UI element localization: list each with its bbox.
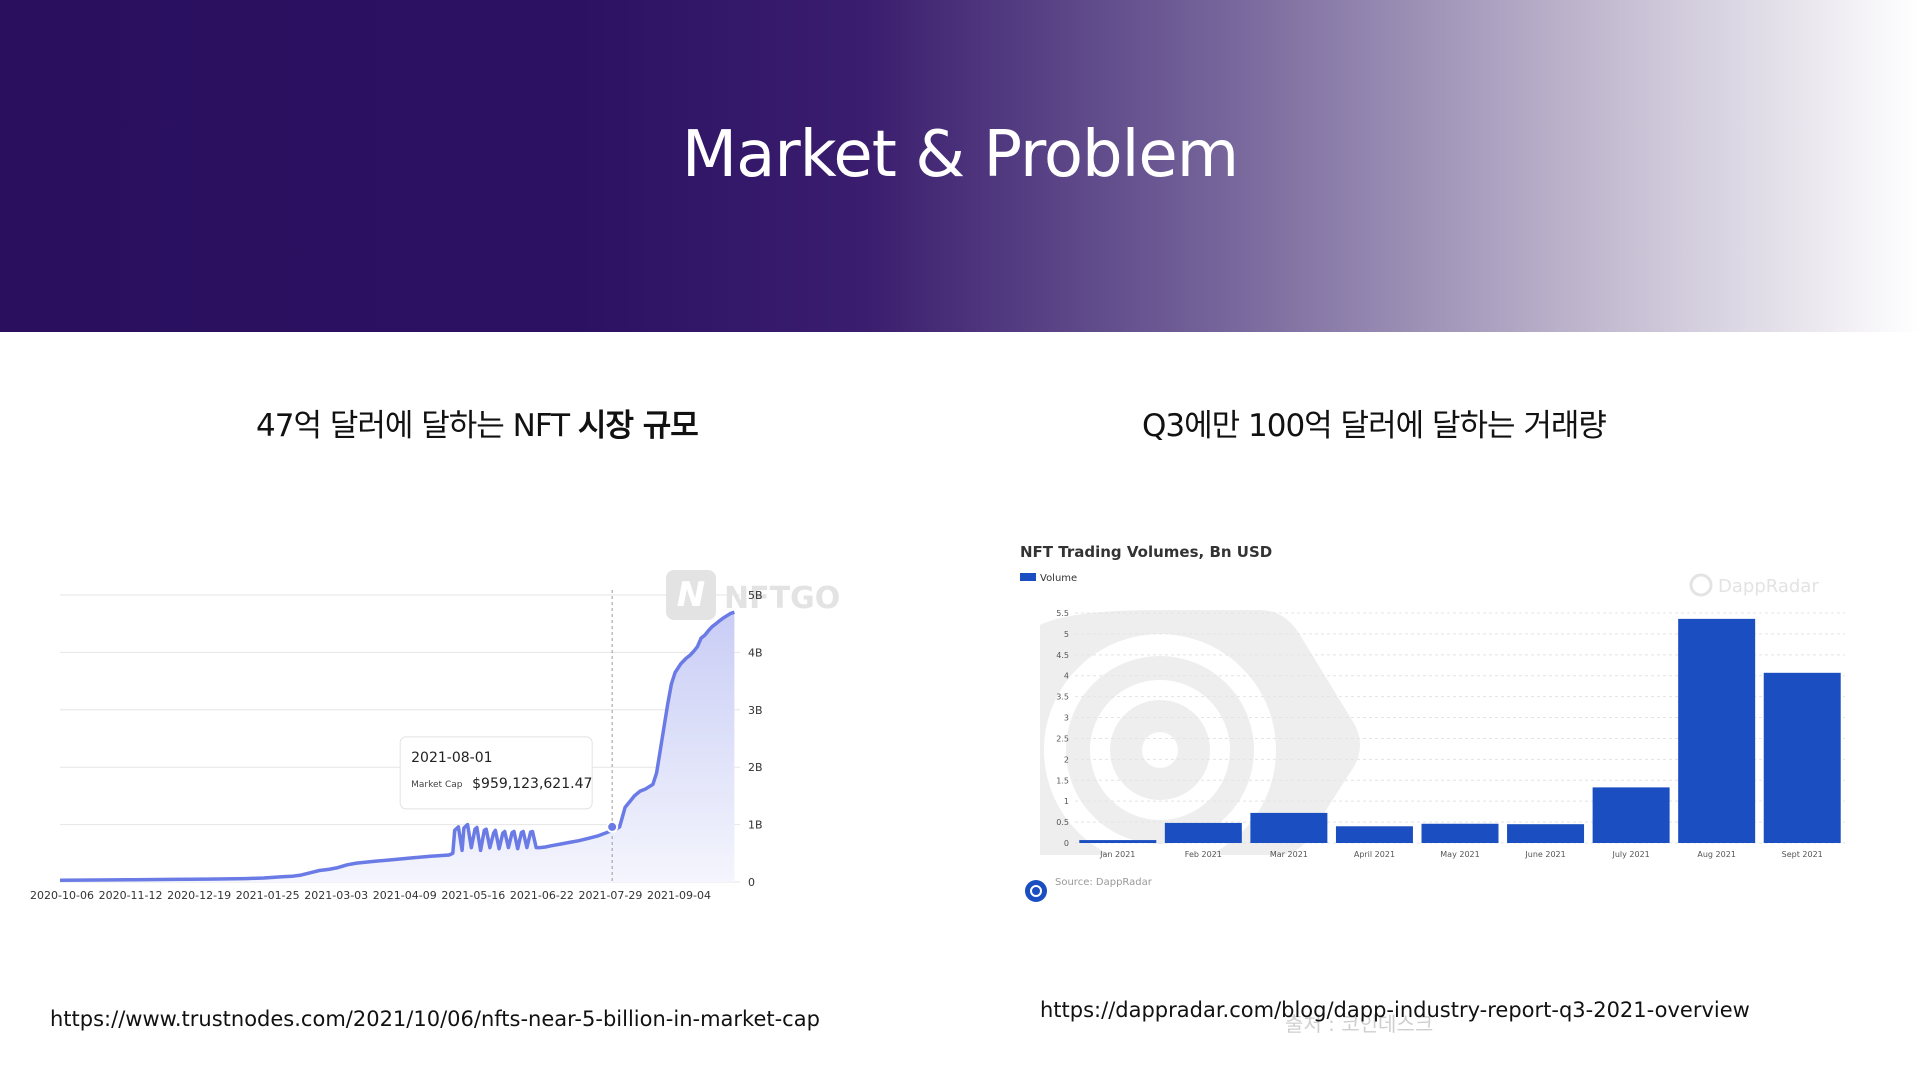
left-subtitle: 47억 달러에 달하는 NFT 시장 규모 [256, 400, 699, 445]
market-cap-chart: N NFTGO 2021-08-01 Market Cap $959,123,6… [30, 570, 840, 902]
y-tick-label: 4 [1064, 672, 1069, 681]
y-tick-label: 5 [1064, 630, 1069, 639]
y-tick-label: 3 [1064, 714, 1069, 723]
right-source-url: https://dappradar.com/blog/dapp-industry… [1040, 998, 1750, 1022]
left-subtitle-plain: 47억 달러에 달하는 NFT [256, 408, 578, 444]
nftgo-logo-glyph: N [677, 575, 705, 615]
bar [1250, 812, 1328, 843]
y-axis-ticks: 0 0.5 1 1.5 2 2.5 3 3.5 4 4.5 5 5.5 [1056, 609, 1069, 848]
x-tick-label: Jan 2021 [1099, 850, 1135, 859]
x-tick-label: Sept 2021 [1782, 850, 1823, 859]
market-cap-area [60, 612, 735, 882]
y-tick-label: 1.5 [1056, 776, 1069, 785]
left-subtitle-bold: 시장 규모 [577, 408, 699, 444]
y-tick-label: 4.5 [1056, 651, 1069, 660]
x-tick-label: Feb 2021 [1185, 850, 1222, 859]
bar [1421, 823, 1499, 843]
x-tick-label: 2021-04-09 [373, 889, 437, 902]
x-tick-label: 2020-10-06 [30, 889, 94, 902]
nftgo-watermark: N NFTGO [666, 570, 840, 620]
y-tick-label: 0 [748, 876, 755, 889]
header-banner: Market & Problem [0, 0, 1920, 332]
y-tick-label: 2.5 [1056, 734, 1069, 743]
x-tick-label: 2021-01-25 [236, 889, 300, 902]
bar [1507, 824, 1585, 843]
y-tick-label: 2 [1064, 755, 1069, 764]
source-badge: Source: DappRadar [1025, 877, 1153, 902]
x-tick-label: 2021-03-03 [304, 889, 368, 902]
bar [1079, 840, 1157, 843]
dappradar-watermark-text: DappRadar [1718, 576, 1819, 597]
legend-label: Volume [1040, 573, 1077, 584]
bar [1763, 672, 1841, 843]
y-tick-label: 0.5 [1056, 818, 1069, 827]
nftgo-watermark-text: NFTGO [724, 581, 840, 616]
trading-volume-chart: NFT Trading Volumes, Bn USD Volume DappR… [1020, 543, 1845, 902]
bar [1678, 618, 1756, 843]
tooltip-label: Market Cap [411, 780, 463, 790]
y-tick-label: 4B [748, 646, 763, 659]
source-label: Source: DappRadar [1055, 877, 1153, 888]
left-source-url: https://www.trustnodes.com/2021/10/06/nf… [50, 1007, 820, 1031]
bars [1079, 618, 1841, 843]
x-tick-label: Mar 2021 [1270, 850, 1308, 859]
x-tick-label: Aug 2021 [1697, 850, 1736, 859]
right-subtitle: Q3에만 100억 달러에 달하는 거래량 [1142, 408, 1607, 444]
page-title: Market & Problem [681, 118, 1239, 192]
tooltip-value: $959,123,621.47 [472, 776, 592, 792]
y-tick-label: 1 [1064, 797, 1069, 806]
x-tick-label: 2021-09-04 [647, 889, 711, 902]
x-tick-label: April 2021 [1354, 850, 1395, 859]
x-tick-label: May 2021 [1440, 850, 1479, 859]
x-tick-label: June 2021 [1524, 850, 1565, 859]
y-tick-label: 3.5 [1056, 693, 1069, 702]
y-axis-ticks: 0 1B 2B 3B 4B 5B [748, 589, 763, 889]
x-tick-label: 2021-07-29 [578, 889, 642, 902]
bar [1592, 787, 1670, 843]
y-tick-label: 5B [748, 589, 763, 602]
x-tick-label: 2021-05-16 [441, 889, 505, 902]
x-tick-label: July 2021 [1611, 850, 1649, 859]
faint-source-note: 출처 : 코인데스크 [1285, 1012, 1434, 1036]
tooltip-marker [606, 820, 619, 833]
y-tick-label: 3B [748, 704, 763, 717]
x-tick-label: 2021-06-22 [510, 889, 574, 902]
x-tick-label: 2020-12-19 [167, 889, 231, 902]
y-tick-label: 1B [748, 819, 763, 832]
x-axis-ticks: 2020-10-06 2020-11-12 2020-12-19 2021-01-25… [30, 889, 711, 902]
y-tick-label: 0 [1064, 839, 1069, 848]
bar [1164, 822, 1242, 843]
y-tick-label: 2B [748, 761, 763, 774]
dappradar-watermark: DappRadar [1689, 573, 1819, 597]
y-tick-label: 5.5 [1056, 609, 1069, 618]
tooltip: 2021-08-01 Market Cap $959,123,621.47 [399, 736, 593, 810]
tooltip-date: 2021-08-01 [411, 750, 492, 766]
x-tick-label: 2020-11-12 [99, 889, 163, 902]
bar [1335, 826, 1413, 843]
chart-title: NFT Trading Volumes, Bn USD [1020, 543, 1272, 561]
x-axis-ticks: Jan 2021 Feb 2021 Mar 2021 April 2021 May 20… [1099, 850, 1823, 859]
legend-swatch [1020, 573, 1036, 581]
dappradar-watermark-logo [1040, 610, 1360, 866]
market-cap-line [59, 610, 735, 883]
